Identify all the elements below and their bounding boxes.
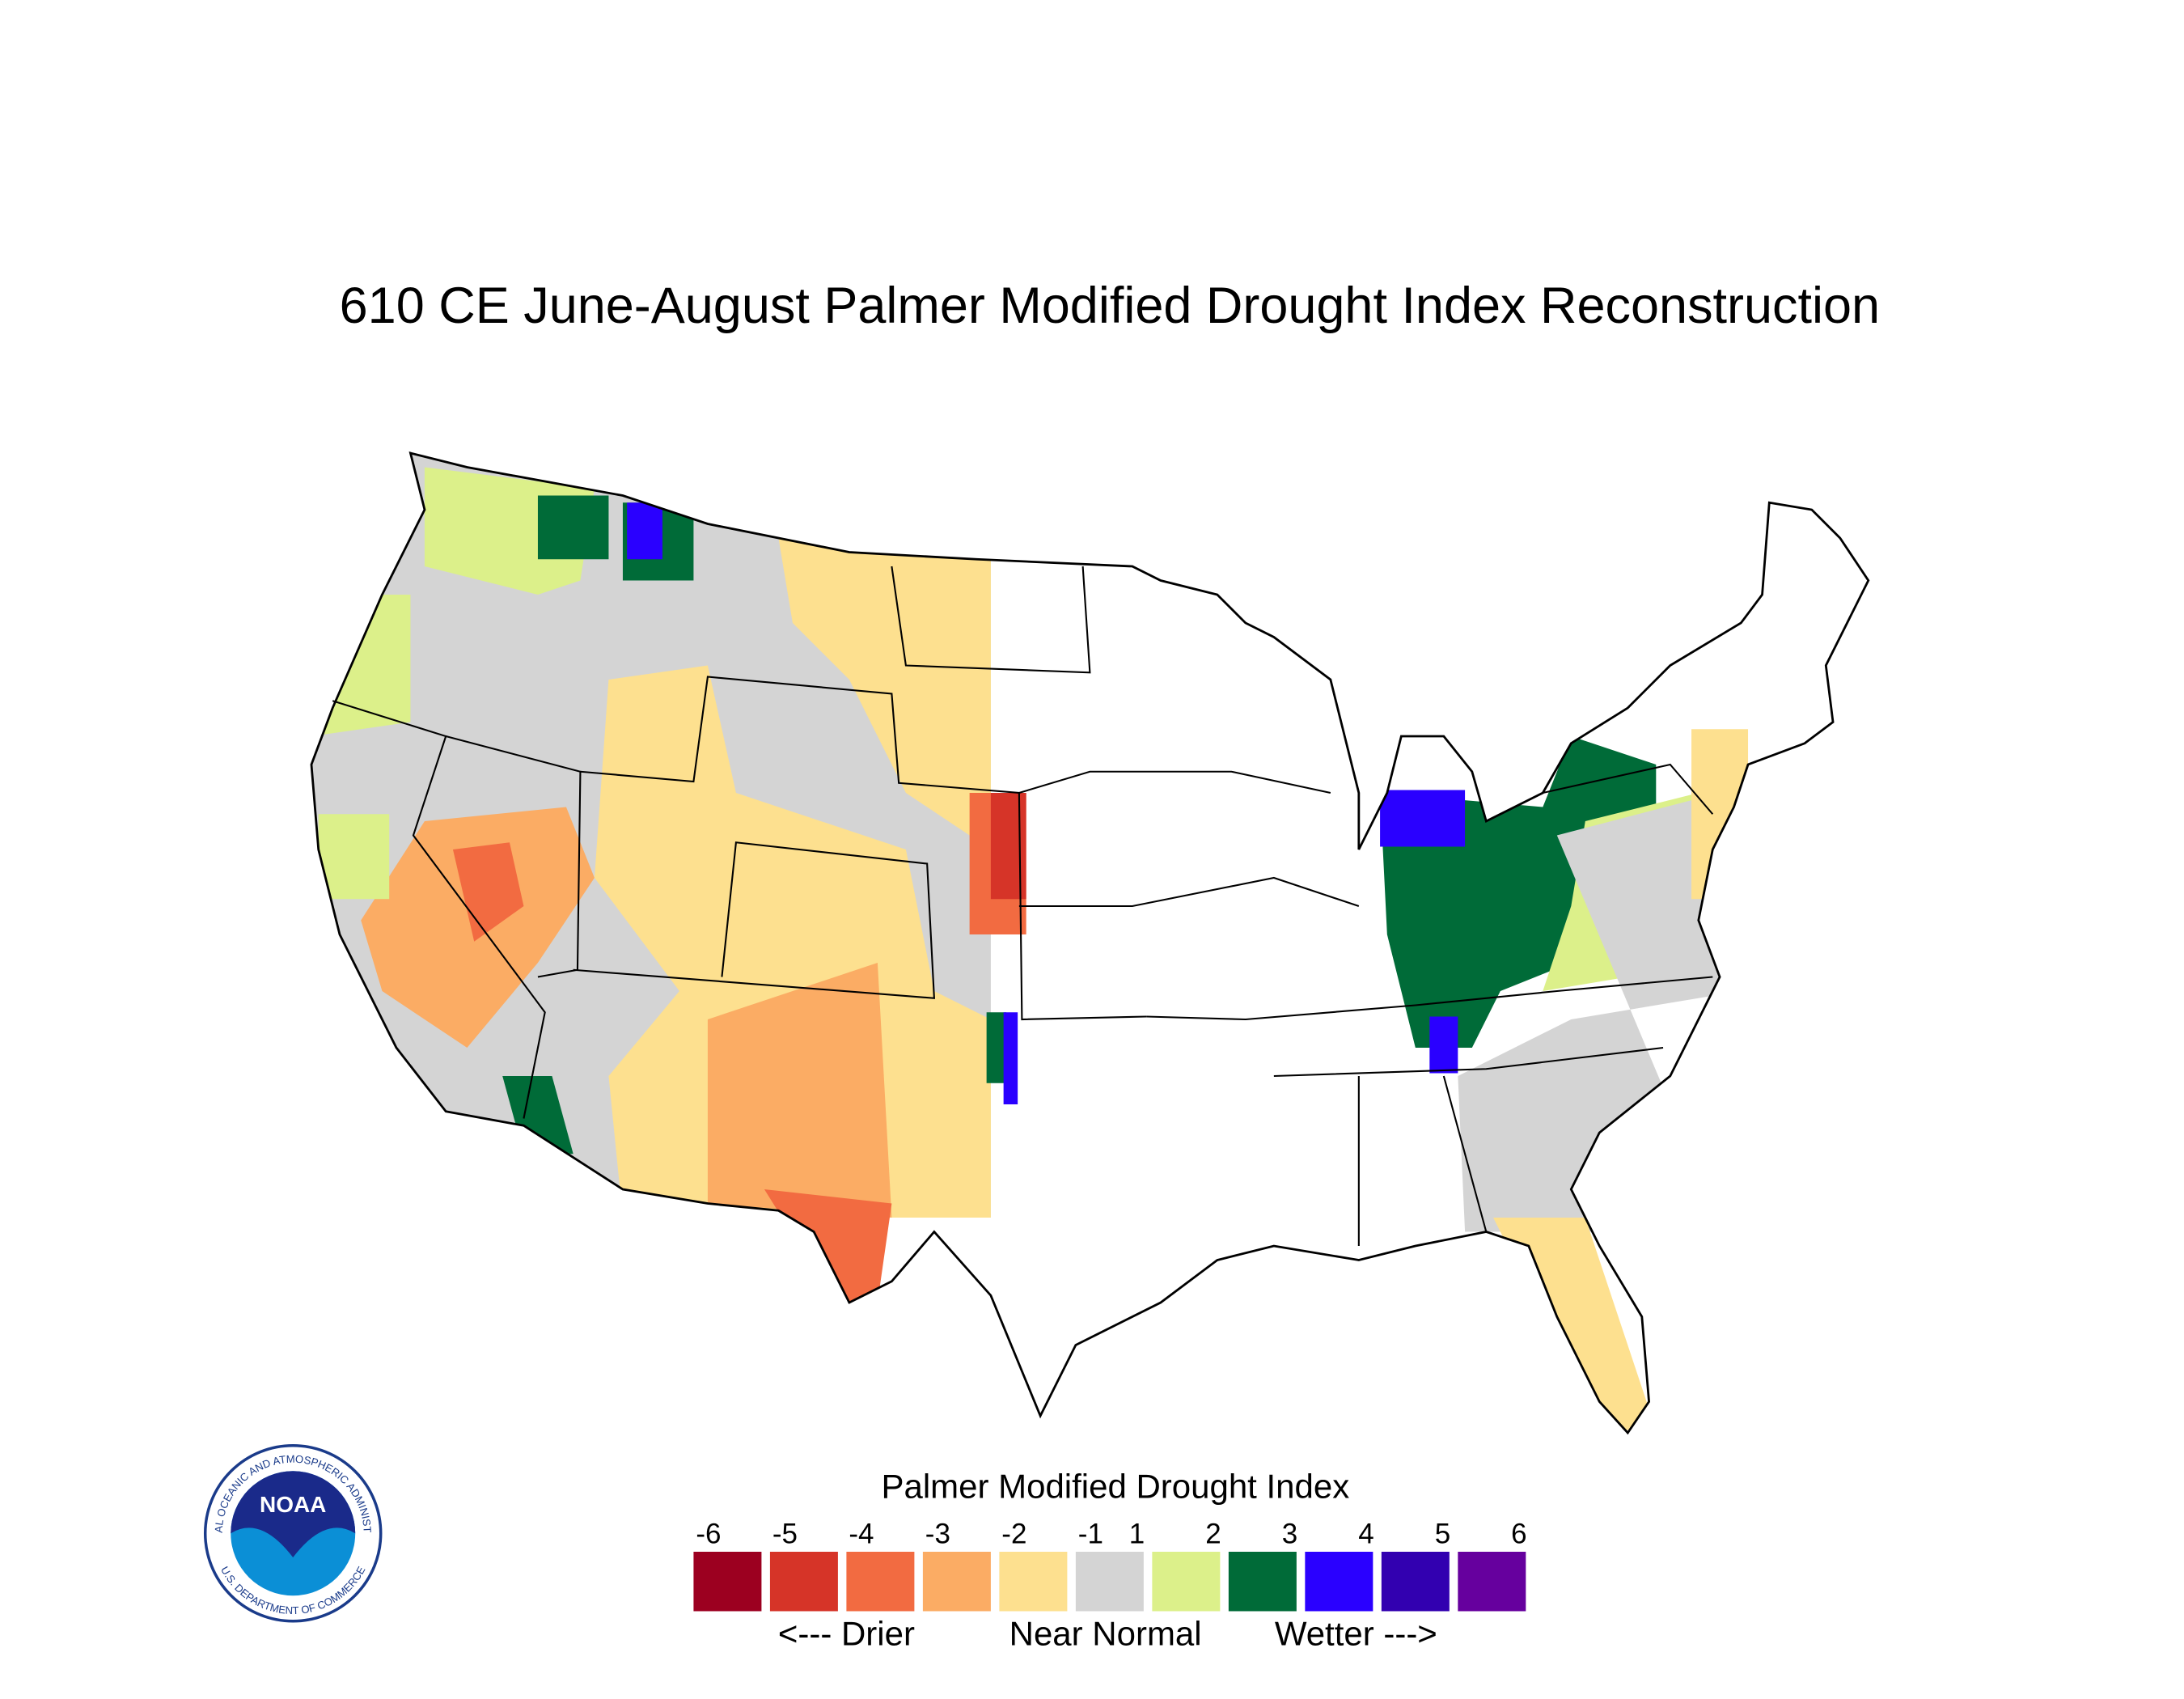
legend-tick-label: 2 <box>1205 1518 1221 1549</box>
legend-tick-label: -1 <box>1078 1518 1103 1549</box>
legend-swatch <box>1458 1552 1526 1612</box>
region-dry <box>594 665 991 1218</box>
region-wet <box>986 1012 1007 1083</box>
legend-swatch <box>922 1552 991 1612</box>
legend-tick-label: -5 <box>772 1518 798 1549</box>
legend-swatch <box>999 1552 1068 1612</box>
legend-swatch <box>693 1552 762 1612</box>
region-very-wet <box>1003 1012 1018 1104</box>
logo-sky <box>231 1471 356 1557</box>
region-dry <box>707 963 892 1218</box>
legend-tick-label: 4 <box>1358 1518 1373 1549</box>
region-dry <box>764 1189 892 1303</box>
legend-tick-label: -4 <box>849 1518 874 1549</box>
legend-swatch <box>846 1552 915 1612</box>
legend-tick-label: -3 <box>925 1518 950 1549</box>
region-wet <box>537 495 609 560</box>
legend-swatch <box>1228 1552 1297 1612</box>
legend-swatch <box>1075 1552 1144 1612</box>
legend-title: Palmer Modified Drought Index <box>882 1467 1350 1505</box>
legend-tick-label: 5 <box>1435 1518 1450 1549</box>
region-dry <box>452 842 524 942</box>
region-very-wet <box>627 502 662 560</box>
logo-text: NOAA <box>260 1492 326 1517</box>
legend-tick-label: 6 <box>1511 1518 1526 1549</box>
state-lines <box>332 566 1714 1246</box>
region-near-normal <box>1458 793 1742 1232</box>
legend-tick-label: -6 <box>696 1518 721 1549</box>
legend-label: <--- Drier <box>778 1614 915 1652</box>
legend-label: Wetter ---> <box>1275 1614 1437 1652</box>
map-fill <box>311 453 1869 1433</box>
region-very-wet <box>1380 790 1466 847</box>
region-wet <box>311 595 411 736</box>
legend-swatch <box>1381 1552 1450 1612</box>
legend-swatch <box>1305 1552 1373 1612</box>
legend-tick-label: 1 <box>1129 1518 1145 1549</box>
legend-swatch <box>769 1552 838 1612</box>
title: 610 CE June-August Palmer Modified Droug… <box>340 278 1880 334</box>
legend-tick-label: 3 <box>1282 1518 1297 1549</box>
region-very-wet <box>1429 1016 1458 1074</box>
region-dry <box>1691 729 1749 900</box>
region-wet <box>318 814 390 900</box>
legend-swatch <box>1152 1552 1221 1612</box>
legend-tick-label: -2 <box>1001 1518 1026 1549</box>
legend-label: Near Normal <box>1009 1614 1202 1652</box>
legend: -6 -5 -4 -3 -2 -1 1 2 3 4 5 6 <--- Drier Near Normal W… <box>693 1518 1527 1653</box>
